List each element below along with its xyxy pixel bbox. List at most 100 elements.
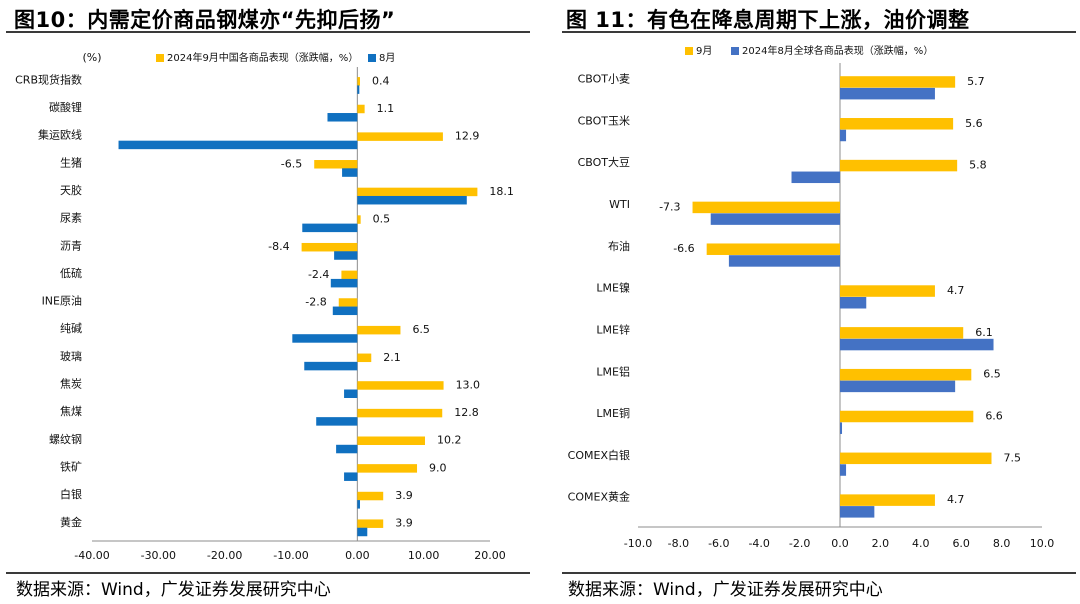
bar-aug bbox=[357, 527, 368, 537]
category-label: LME镍 bbox=[596, 281, 630, 295]
bar-aug bbox=[840, 87, 935, 100]
unit-label: (%) bbox=[82, 51, 101, 64]
figure-10-panel: 图10：内需定价商品钢煤亦“先抑后扬” 2024年9月中国各商品表现（涨跌幅，%… bbox=[0, 0, 530, 604]
data-label-sep: 9.0 bbox=[429, 461, 447, 474]
data-label-sep: 0.4 bbox=[372, 74, 390, 87]
category-label: 焦煤 bbox=[60, 405, 82, 418]
bar-sep bbox=[840, 118, 954, 130]
category-label: 天胶 bbox=[60, 183, 82, 197]
bar-sep bbox=[314, 160, 358, 169]
category-label: CBOT大豆 bbox=[578, 155, 630, 169]
category-label: 螺纹钢 bbox=[49, 432, 82, 446]
category-label: 尿素 bbox=[60, 212, 82, 225]
bar-aug bbox=[357, 195, 467, 205]
bar-aug bbox=[304, 361, 358, 371]
data-label-sep: -6.6 bbox=[673, 242, 694, 255]
x-tick-label: 10.0 bbox=[1030, 537, 1055, 550]
bar-sep bbox=[357, 104, 365, 114]
x-tick-label: -4.0 bbox=[748, 537, 769, 550]
category-label: CBOT小麦 bbox=[578, 73, 630, 86]
bar-aug bbox=[357, 85, 360, 94]
category-label: 低硫 bbox=[60, 266, 82, 280]
figure-11-title: 图 11：有色在降息周期下上涨，油价调整 bbox=[566, 8, 970, 32]
bar-aug bbox=[728, 255, 840, 267]
category-label: 集运欧线 bbox=[38, 128, 82, 142]
bar-aug bbox=[302, 223, 358, 233]
figure-10-title: 图10：内需定价商品钢煤亦“先抑后扬” bbox=[14, 8, 396, 32]
legend-swatch-aug bbox=[731, 47, 739, 55]
category-label: 玻璃 bbox=[60, 349, 82, 363]
legend-swatch-sep bbox=[685, 47, 693, 55]
bar-aug bbox=[118, 140, 358, 150]
data-label-sep: 3.9 bbox=[395, 517, 413, 530]
category-label: 布油 bbox=[608, 239, 630, 253]
commodity-global-bar-chart: 9月 2024年8月全球各商品表现（涨跌幅，%） -10.0 -8.0 -6.0 -4.0… bbox=[568, 44, 1055, 550]
x-tick-label: 20.00 bbox=[474, 549, 506, 562]
x-tick-label: 8.0 bbox=[993, 537, 1011, 550]
x-tick-label: -20.00 bbox=[207, 549, 242, 562]
category-label: CRB现货指数 bbox=[15, 72, 82, 86]
bar-sep bbox=[338, 298, 358, 307]
data-label-sep: 13.0 bbox=[456, 378, 481, 391]
bar-aug bbox=[334, 251, 358, 260]
bar-sep bbox=[357, 132, 443, 141]
bar-sep bbox=[357, 77, 360, 86]
data-source-note: 数据来源：Wind，广发证券发展研究中心 bbox=[16, 580, 331, 600]
legend-swatch-aug bbox=[368, 54, 376, 62]
bar-aug bbox=[840, 129, 847, 142]
x-tick-label: -8.0 bbox=[668, 537, 689, 550]
x-tick-label: -6.0 bbox=[708, 537, 729, 550]
category-label: LME铜 bbox=[596, 406, 630, 420]
category-label: 铁矿 bbox=[60, 460, 82, 473]
bar-aug bbox=[840, 422, 843, 434]
data-label-sep: 2.1 bbox=[383, 351, 401, 364]
x-tick-label: 2.0 bbox=[872, 537, 890, 550]
source-rule bbox=[6, 572, 530, 574]
source-rule bbox=[562, 572, 1076, 574]
commodity-china-bar-chart: 2024年9月中国各商品表现（涨跌幅，%） 8月 (%) -40.00 -30.00 -2… bbox=[15, 51, 514, 562]
bar-aug bbox=[840, 464, 847, 476]
bar-sep bbox=[341, 270, 358, 280]
category-label: 沥青 bbox=[60, 239, 82, 252]
data-label-sep: -7.3 bbox=[659, 200, 680, 213]
category-label: COMEX白银 bbox=[568, 448, 630, 462]
legend-label-sep: 9月 bbox=[696, 45, 712, 57]
x-tick-label: 0.00 bbox=[345, 549, 370, 562]
bar-aug bbox=[292, 334, 358, 343]
legend-label-sep: 2024年9月中国各商品表现（涨跌幅，%） bbox=[167, 51, 358, 64]
bar-sep bbox=[357, 519, 384, 528]
data-label-sep: 5.7 bbox=[967, 75, 985, 88]
x-tick-label: 10.00 bbox=[408, 549, 440, 562]
bar-sep bbox=[706, 243, 840, 255]
legend-label-aug: 2024年8月全球各商品表现（涨跌幅，%） bbox=[742, 44, 933, 57]
bar-sep bbox=[840, 368, 972, 381]
category-label: LME锌 bbox=[596, 322, 630, 336]
bar-aug bbox=[357, 500, 360, 509]
bar-aug bbox=[342, 168, 358, 177]
bar-sep bbox=[840, 76, 956, 88]
legend-swatch-sep bbox=[156, 54, 164, 62]
bar-aug bbox=[710, 213, 840, 225]
category-label: 黄金 bbox=[60, 515, 82, 529]
x-tick-label: -40.00 bbox=[74, 549, 109, 562]
bar-sep bbox=[357, 381, 444, 390]
title-rule bbox=[562, 31, 1076, 33]
category-label: 生猪 bbox=[60, 155, 82, 169]
bar-sep bbox=[357, 325, 401, 335]
bar-aug bbox=[840, 297, 867, 309]
data-label-sep: 7.5 bbox=[1004, 451, 1022, 464]
data-label-sep: -2.8 bbox=[305, 296, 326, 309]
bar-sep bbox=[840, 285, 935, 297]
bar-sep bbox=[357, 187, 478, 197]
x-tick-label: -2.0 bbox=[789, 537, 810, 550]
category-label: 碳酸锂 bbox=[49, 100, 82, 114]
bar-sep bbox=[840, 327, 964, 339]
legend-label-aug: 8月 bbox=[379, 52, 395, 64]
bar-aug bbox=[316, 417, 358, 426]
bar-sep bbox=[840, 159, 958, 172]
bar-sep bbox=[840, 410, 974, 423]
data-label-sep: 5.6 bbox=[965, 117, 983, 130]
bar-sep bbox=[840, 452, 992, 465]
x-tick-label: 0.0 bbox=[831, 537, 849, 550]
x-tick-label: -10.00 bbox=[273, 549, 308, 562]
